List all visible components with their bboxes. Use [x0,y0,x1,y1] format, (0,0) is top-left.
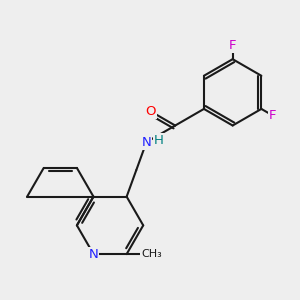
Text: N: N [142,136,152,148]
Text: H: H [154,134,164,147]
Text: F: F [229,39,236,52]
Text: F: F [269,109,277,122]
Text: CH₃: CH₃ [141,249,162,259]
Text: O: O [146,105,156,118]
Text: N: N [88,248,98,261]
